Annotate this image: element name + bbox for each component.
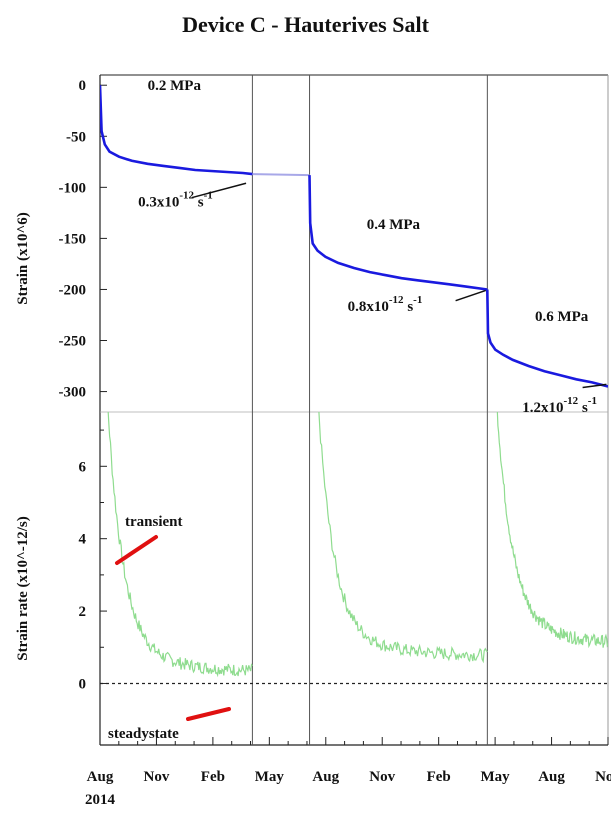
rate-label-5: 1.2x10-12 s-1 (522, 395, 597, 416)
bottom-y-axis-label: Strain rate (x10^-12/s) (15, 516, 31, 661)
xtick-label-3: May (255, 769, 285, 785)
top-ytick-label: -250 (59, 334, 87, 350)
rate-leader-line-2 (582, 383, 607, 389)
chart-title: Device C - Hauterives Salt (182, 12, 429, 37)
strain-series-3 (486, 289, 608, 388)
top-y-axis-label: Strain (x10^6) (15, 212, 31, 304)
x-year-label: 2014 (85, 792, 116, 808)
steadystate-mark (186, 707, 231, 721)
rate-label-3: 0.3x10-12 s-1 (138, 190, 213, 211)
xtick-label-5: Nov (369, 769, 395, 785)
strain-rate-series-1 (318, 412, 488, 664)
steadystate-label: steadystate (108, 726, 179, 742)
bottom-ytick-label: 0 (79, 676, 87, 692)
transient-label: transient (125, 514, 183, 530)
strain-series-0 (100, 85, 253, 176)
rate-label-4: 0.8x10-12 s-1 (348, 294, 423, 315)
xtick-label-1: Nov (144, 769, 170, 785)
bottom-series-group (107, 412, 608, 678)
strain-rate-series-0 (107, 412, 253, 678)
xtick-label-6: Feb (427, 769, 451, 785)
stage-label-2: 0.6 MPa (535, 309, 589, 325)
top-ytick-label: -200 (59, 282, 87, 298)
bottom-ytick-label: 4 (79, 532, 87, 548)
top-ytick-label: -150 (59, 231, 87, 247)
transient-mark (115, 535, 158, 565)
xtick-label-0: Aug (87, 769, 114, 785)
rate-leader-line-0 (191, 182, 247, 199)
xtick-label-2: Feb (201, 769, 225, 785)
stage-label-0: 0.2 MPa (148, 78, 202, 94)
bottom-ytick-label: 2 (79, 604, 87, 620)
top-ytick-label: 0 (79, 78, 87, 94)
xtick-label-8: Aug (538, 769, 565, 785)
top-ytick-label: -100 (59, 180, 87, 196)
top-ytick-label: -50 (66, 129, 86, 145)
xtick-label-4: Aug (312, 769, 339, 785)
top-series-group (100, 85, 608, 388)
strain-series-2 (308, 175, 488, 291)
xtick-label-9: Nov (595, 769, 611, 785)
xtick-label-7: May (481, 769, 511, 785)
strain-rate-series-2 (496, 412, 608, 649)
stage-label-1: 0.4 MPa (367, 217, 421, 233)
bottom-ytick-label: 6 (79, 459, 87, 475)
strain-series-1 (252, 173, 310, 177)
top-ytick-label: -300 (59, 385, 87, 401)
rate-leader-line-1 (455, 289, 487, 302)
